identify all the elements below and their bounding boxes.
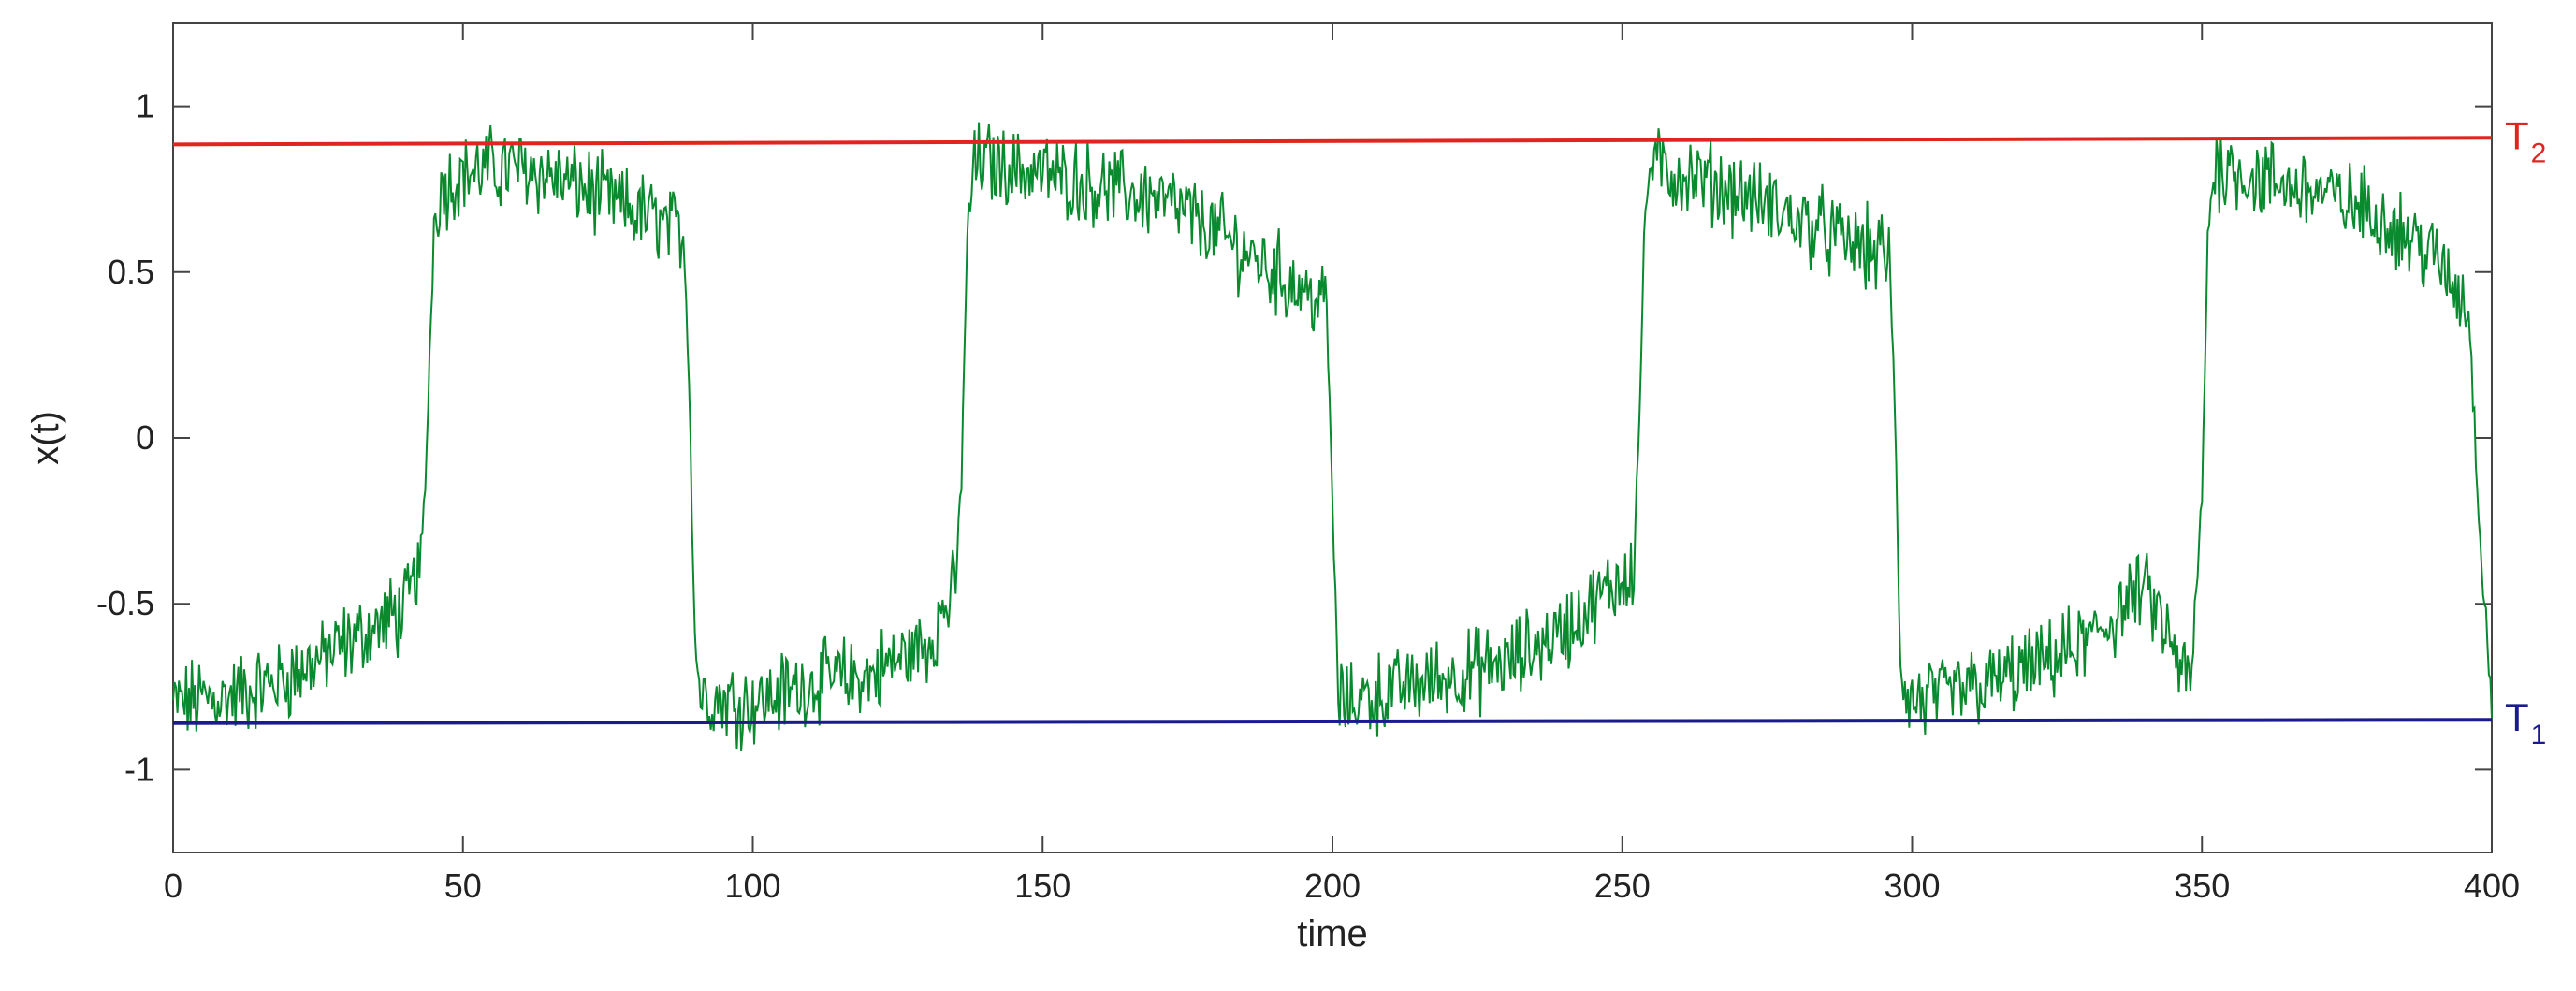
x-tick-label: 300	[1884, 867, 1940, 905]
x-axis-title: time	[1297, 913, 1368, 955]
y-tick-label: 0	[136, 418, 154, 457]
x-tick-label: 200	[1304, 867, 1361, 905]
y-tick-label: 0.5	[108, 253, 154, 291]
t1-label: T1	[2505, 695, 2546, 751]
x-tick-label: 350	[2174, 867, 2230, 905]
y-axis-title: x(t)	[25, 411, 66, 465]
x-tick-label: 0	[164, 867, 182, 905]
y-tick-label: -0.5	[96, 584, 154, 622]
x-tick-label: 50	[444, 867, 482, 905]
x-tick-label: 100	[724, 867, 780, 905]
y-tick-label: -1	[124, 750, 154, 788]
t2-label: T2	[2505, 113, 2546, 168]
y-tick-label: 1	[136, 87, 154, 125]
x-tick-label: 250	[1594, 867, 1651, 905]
x-tick-label: 150	[1014, 867, 1070, 905]
t1-reference-line	[172, 718, 2493, 725]
x-tick-label: 400	[2464, 867, 2520, 905]
x-t-series-line	[172, 122, 2493, 751]
t2-reference-line	[172, 136, 2493, 147]
